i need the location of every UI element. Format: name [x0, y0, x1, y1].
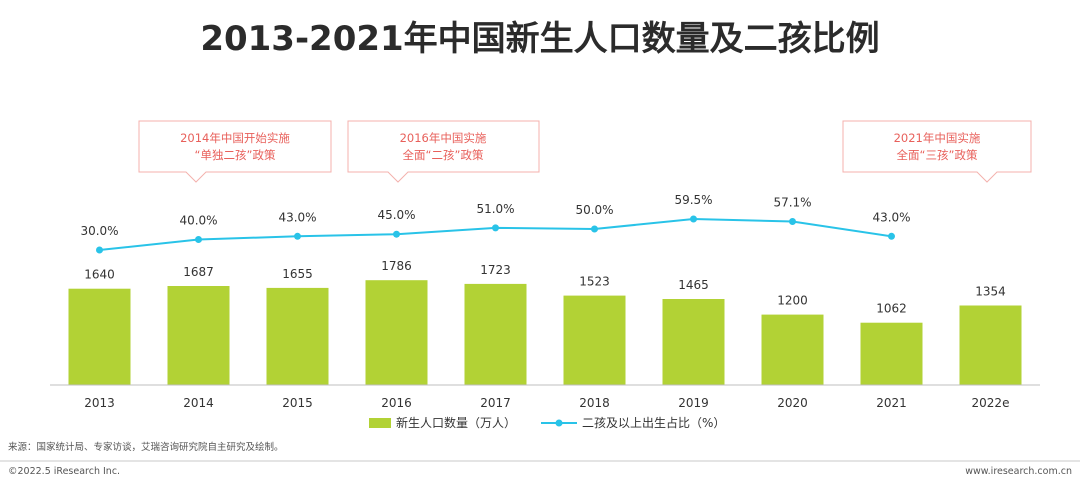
line-label-2018: 50.0% — [575, 203, 613, 217]
line-label-2020: 57.1% — [773, 196, 811, 210]
line-point-2017 — [492, 224, 499, 232]
x-tick-2022e: 2022e — [972, 396, 1010, 410]
callout-box-2014 — [138, 120, 332, 183]
line-label-2013: 30.0% — [80, 224, 118, 238]
bar-label-2019: 1465 — [678, 278, 709, 292]
callout-2021: 2021年中国实施 全面“三孩”政策 — [842, 120, 1032, 183]
line-path — [99, 217, 892, 251]
line-label-2019: 59.5% — [674, 193, 712, 207]
bar-2016 — [365, 280, 428, 385]
chart-legend: 新生人口数量（万人） 二孩及以上出生占比（%） — [369, 415, 725, 430]
bar-2022e — [959, 305, 1022, 385]
bar-label-2021: 1062 — [876, 302, 907, 316]
bar-2013 — [68, 288, 131, 385]
x-tick-2020: 2020 — [777, 396, 808, 410]
line-point-2021 — [888, 232, 895, 240]
callout-2021-line1: 2021年中国实施 — [894, 131, 981, 145]
line-label-2017: 51.0% — [476, 202, 514, 216]
legend-bar-swatch — [369, 418, 391, 428]
bar-label-2016: 1786 — [381, 259, 412, 273]
x-tick-2017: 2017 — [480, 396, 511, 410]
callout-2014-line1: 2014年中国开始实施 — [180, 131, 290, 145]
callout-2014-line2: “单独二孩”政策 — [195, 148, 276, 162]
website-text: www.iresearch.com.cn — [965, 466, 1072, 477]
policy-callouts: 2014年中国开始实施 “单独二孩”政策 2016年中国实施 全面“二孩”政策 … — [138, 120, 1032, 183]
bar-label-2022e: 1354 — [975, 285, 1006, 299]
line-point-2014 — [195, 236, 202, 243]
bar-2021 — [860, 322, 923, 385]
line-point-2019 — [690, 215, 697, 223]
legend-line-label: 二孩及以上出生占比（%） — [582, 415, 725, 430]
legend-line-marker — [555, 419, 563, 427]
callout-box-2016 — [347, 120, 540, 183]
bar-2017 — [464, 283, 527, 385]
bar-label-2018: 1523 — [579, 275, 610, 289]
callout-box-2021 — [842, 120, 1032, 183]
callout-2016-line2: 全面“二孩”政策 — [403, 148, 484, 162]
x-axis-ticks: 2013 2014 2015 2016 2017 2018 2019 2020 2021 2022… — [84, 396, 1009, 410]
line-point-2015 — [294, 232, 301, 240]
callout-2016: 2016年中国实施 全面“二孩”政策 — [347, 120, 540, 183]
x-tick-2014: 2014 — [183, 396, 214, 410]
bar-label-2017: 1723 — [480, 263, 511, 277]
bar-2020 — [761, 314, 824, 385]
x-tick-2018: 2018 — [579, 396, 610, 410]
line-label-2014: 40.0% — [179, 214, 217, 228]
line-label-2015: 43.0% — [278, 210, 316, 224]
bar-label-2013: 1640 — [84, 268, 115, 282]
bar-data-labels: 1640 1687 1655 1786 1723 1523 1465 1200 1062 1354 — [84, 259, 1006, 316]
x-tick-2013: 2013 — [84, 396, 115, 410]
line-point-2016 — [393, 230, 400, 238]
callout-2014: 2014年中国开始实施 “单独二孩”政策 — [138, 120, 332, 183]
bar-label-2014: 1687 — [183, 265, 214, 279]
bar-label-2015: 1655 — [282, 267, 313, 281]
callout-2016-line1: 2016年中国实施 — [400, 131, 487, 145]
copyright-text: ©2022.5 iResearch Inc. — [8, 466, 120, 477]
line-label-2016: 45.0% — [377, 208, 415, 222]
x-tick-2016: 2016 — [381, 396, 412, 410]
x-tick-2015: 2015 — [282, 396, 313, 410]
line-point-2018 — [591, 225, 598, 233]
callout-2021-line2: 全面“三孩”政策 — [897, 148, 978, 162]
bar-label-2020: 1200 — [777, 294, 808, 308]
source-note: 来源：国家统计局、专家访谈，艾瑞咨询研究院自主研究及绘制。 — [8, 441, 284, 453]
bar-2015 — [266, 287, 329, 385]
bars-series — [68, 280, 1022, 385]
bar-2019 — [662, 299, 725, 385]
line-point-2013 — [96, 246, 103, 254]
chart-title: 2013-2021年中国新生人口数量及二孩比例 — [200, 19, 879, 59]
bar-2018 — [563, 295, 626, 385]
legend-bar-label: 新生人口数量（万人） — [396, 415, 516, 430]
line-point-2020 — [789, 218, 796, 225]
x-tick-2019: 2019 — [678, 396, 709, 410]
bar-2014 — [167, 286, 230, 385]
line-label-2021: 43.0% — [872, 210, 910, 224]
line-data-labels: 30.0% 40.0% 43.0% 45.0% 51.0% 50.0% 59.5% 57.1%… — [80, 193, 910, 238]
line-series — [96, 215, 895, 254]
x-tick-2021: 2021 — [876, 396, 907, 410]
